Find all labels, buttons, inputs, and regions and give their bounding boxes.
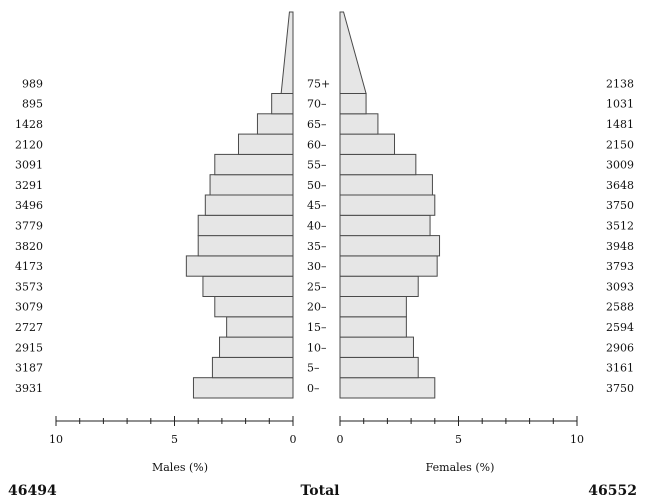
age-label-15: 75+ <box>307 77 330 90</box>
age-label-1: 5– <box>307 362 320 375</box>
female-count-4: 2588 <box>606 301 634 314</box>
female-tick-label-5: 5 <box>455 433 462 446</box>
male-bar-2 <box>219 336 294 358</box>
age-label-0: 0– <box>307 382 320 395</box>
age-label-13: 65– <box>307 118 327 131</box>
male-bar-8 <box>197 214 294 237</box>
age-label-14: 70– <box>307 98 327 111</box>
female-count-1: 3161 <box>606 362 634 375</box>
male-count-2: 2915 <box>15 341 43 354</box>
female-count-labels: 3750 3161 2906 2594 2588 3093 3793 3948 3512 3750… <box>606 77 634 395</box>
male-count-3: 2727 <box>15 321 43 334</box>
female-count-15: 2138 <box>606 77 634 90</box>
age-label-9: 45– <box>307 199 327 212</box>
age-label-3: 15– <box>307 321 327 334</box>
female-bar-8 <box>339 214 431 237</box>
age-label-7: 35– <box>307 240 327 253</box>
male-bar-0 <box>192 377 294 399</box>
male-bar-6 <box>185 255 294 277</box>
female-bar-4 <box>339 296 407 318</box>
male-count-4: 3079 <box>15 301 43 314</box>
age-label-5: 25– <box>307 280 327 293</box>
male-count-5: 3573 <box>15 280 43 293</box>
male-bar-11 <box>214 153 294 176</box>
male-tick-label-0: 0 <box>290 433 297 446</box>
male-count-labels: 3931 3187 2915 2727 3079 3573 4173 3820 3779 3496… <box>15 77 43 395</box>
age-label-11: 55– <box>307 159 327 172</box>
female-bar-11 <box>339 153 417 176</box>
female-bar-2 <box>339 336 414 358</box>
male-count-11: 3091 <box>15 159 43 172</box>
male-bar-12 <box>237 133 294 155</box>
x-axes: 10 5 0 0 5 10 <box>49 416 584 446</box>
female-bar-3 <box>339 316 407 338</box>
male-bars <box>185 11 294 399</box>
age-label-10: 50– <box>307 179 327 192</box>
female-count-0: 3750 <box>606 382 634 395</box>
female-count-11: 3009 <box>606 159 634 172</box>
male-bar-15 <box>280 11 294 94</box>
female-bar-13 <box>339 113 379 135</box>
male-bar-3 <box>226 316 294 338</box>
male-bar-7 <box>197 235 294 257</box>
age-label-6: 30– <box>307 260 327 273</box>
male-count-0: 3931 <box>15 382 43 395</box>
total-males: 46494 <box>8 483 57 499</box>
female-count-10: 3648 <box>606 179 634 192</box>
female-bar-6 <box>339 255 438 277</box>
age-label-4: 20– <box>307 301 327 314</box>
male-count-14: 895 <box>22 98 43 111</box>
female-bar-12 <box>339 133 396 155</box>
female-bars <box>339 11 441 399</box>
male-count-8: 3779 <box>15 219 43 232</box>
age-label-8: 40– <box>307 219 327 232</box>
female-count-6: 3793 <box>606 260 634 273</box>
female-count-9: 3750 <box>606 199 634 212</box>
male-bar-5 <box>202 275 294 298</box>
male-tick-label-5: 5 <box>171 433 178 446</box>
male-count-10: 3291 <box>15 179 43 192</box>
female-tick-label-0: 0 <box>337 433 344 446</box>
male-count-15: 989 <box>22 77 43 90</box>
female-bar-15 <box>339 11 367 94</box>
female-count-3: 2594 <box>606 321 634 334</box>
total-females: 46552 <box>588 483 637 499</box>
female-bar-5 <box>339 275 419 298</box>
male-bar-14 <box>271 93 294 115</box>
male-count-6: 4173 <box>15 260 43 273</box>
female-count-5: 3093 <box>606 280 634 293</box>
female-count-13: 1481 <box>606 118 634 131</box>
female-count-8: 3512 <box>606 219 634 232</box>
male-count-12: 2120 <box>15 138 43 151</box>
male-bar-4 <box>214 296 294 318</box>
male-count-13: 1428 <box>15 118 43 131</box>
male-bar-1 <box>211 356 294 379</box>
female-bar-0 <box>339 377 436 399</box>
total-label: Total <box>300 483 339 499</box>
female-count-12: 2150 <box>606 138 634 151</box>
male-bar-10 <box>209 174 294 196</box>
male-count-1: 3187 <box>15 362 43 375</box>
male-tick-label-10: 10 <box>49 433 63 446</box>
male-count-7: 3820 <box>15 240 43 253</box>
male-count-9: 3496 <box>15 199 43 212</box>
female-bar-9 <box>339 194 436 216</box>
age-label-2: 10– <box>307 341 327 354</box>
female-axis-label: Females (%) <box>426 461 495 474</box>
female-count-7: 3948 <box>606 240 634 253</box>
female-count-2: 2906 <box>606 341 634 354</box>
female-bar-14 <box>339 93 367 115</box>
female-count-14: 1031 <box>606 98 634 111</box>
female-bar-7 <box>339 235 441 257</box>
age-label-12: 60– <box>307 138 327 151</box>
female-bar-1 <box>339 356 419 379</box>
male-bar-13 <box>256 113 294 135</box>
age-group-labels: 0– 5– 10– 15– 20– 25– 30– 35– 40– 45– 50– 55– 60– 65–… <box>307 77 330 395</box>
female-tick-label-10: 10 <box>570 433 584 446</box>
male-bar-9 <box>204 194 294 216</box>
male-axis-label: Males (%) <box>152 461 208 474</box>
female-bar-10 <box>339 174 433 196</box>
